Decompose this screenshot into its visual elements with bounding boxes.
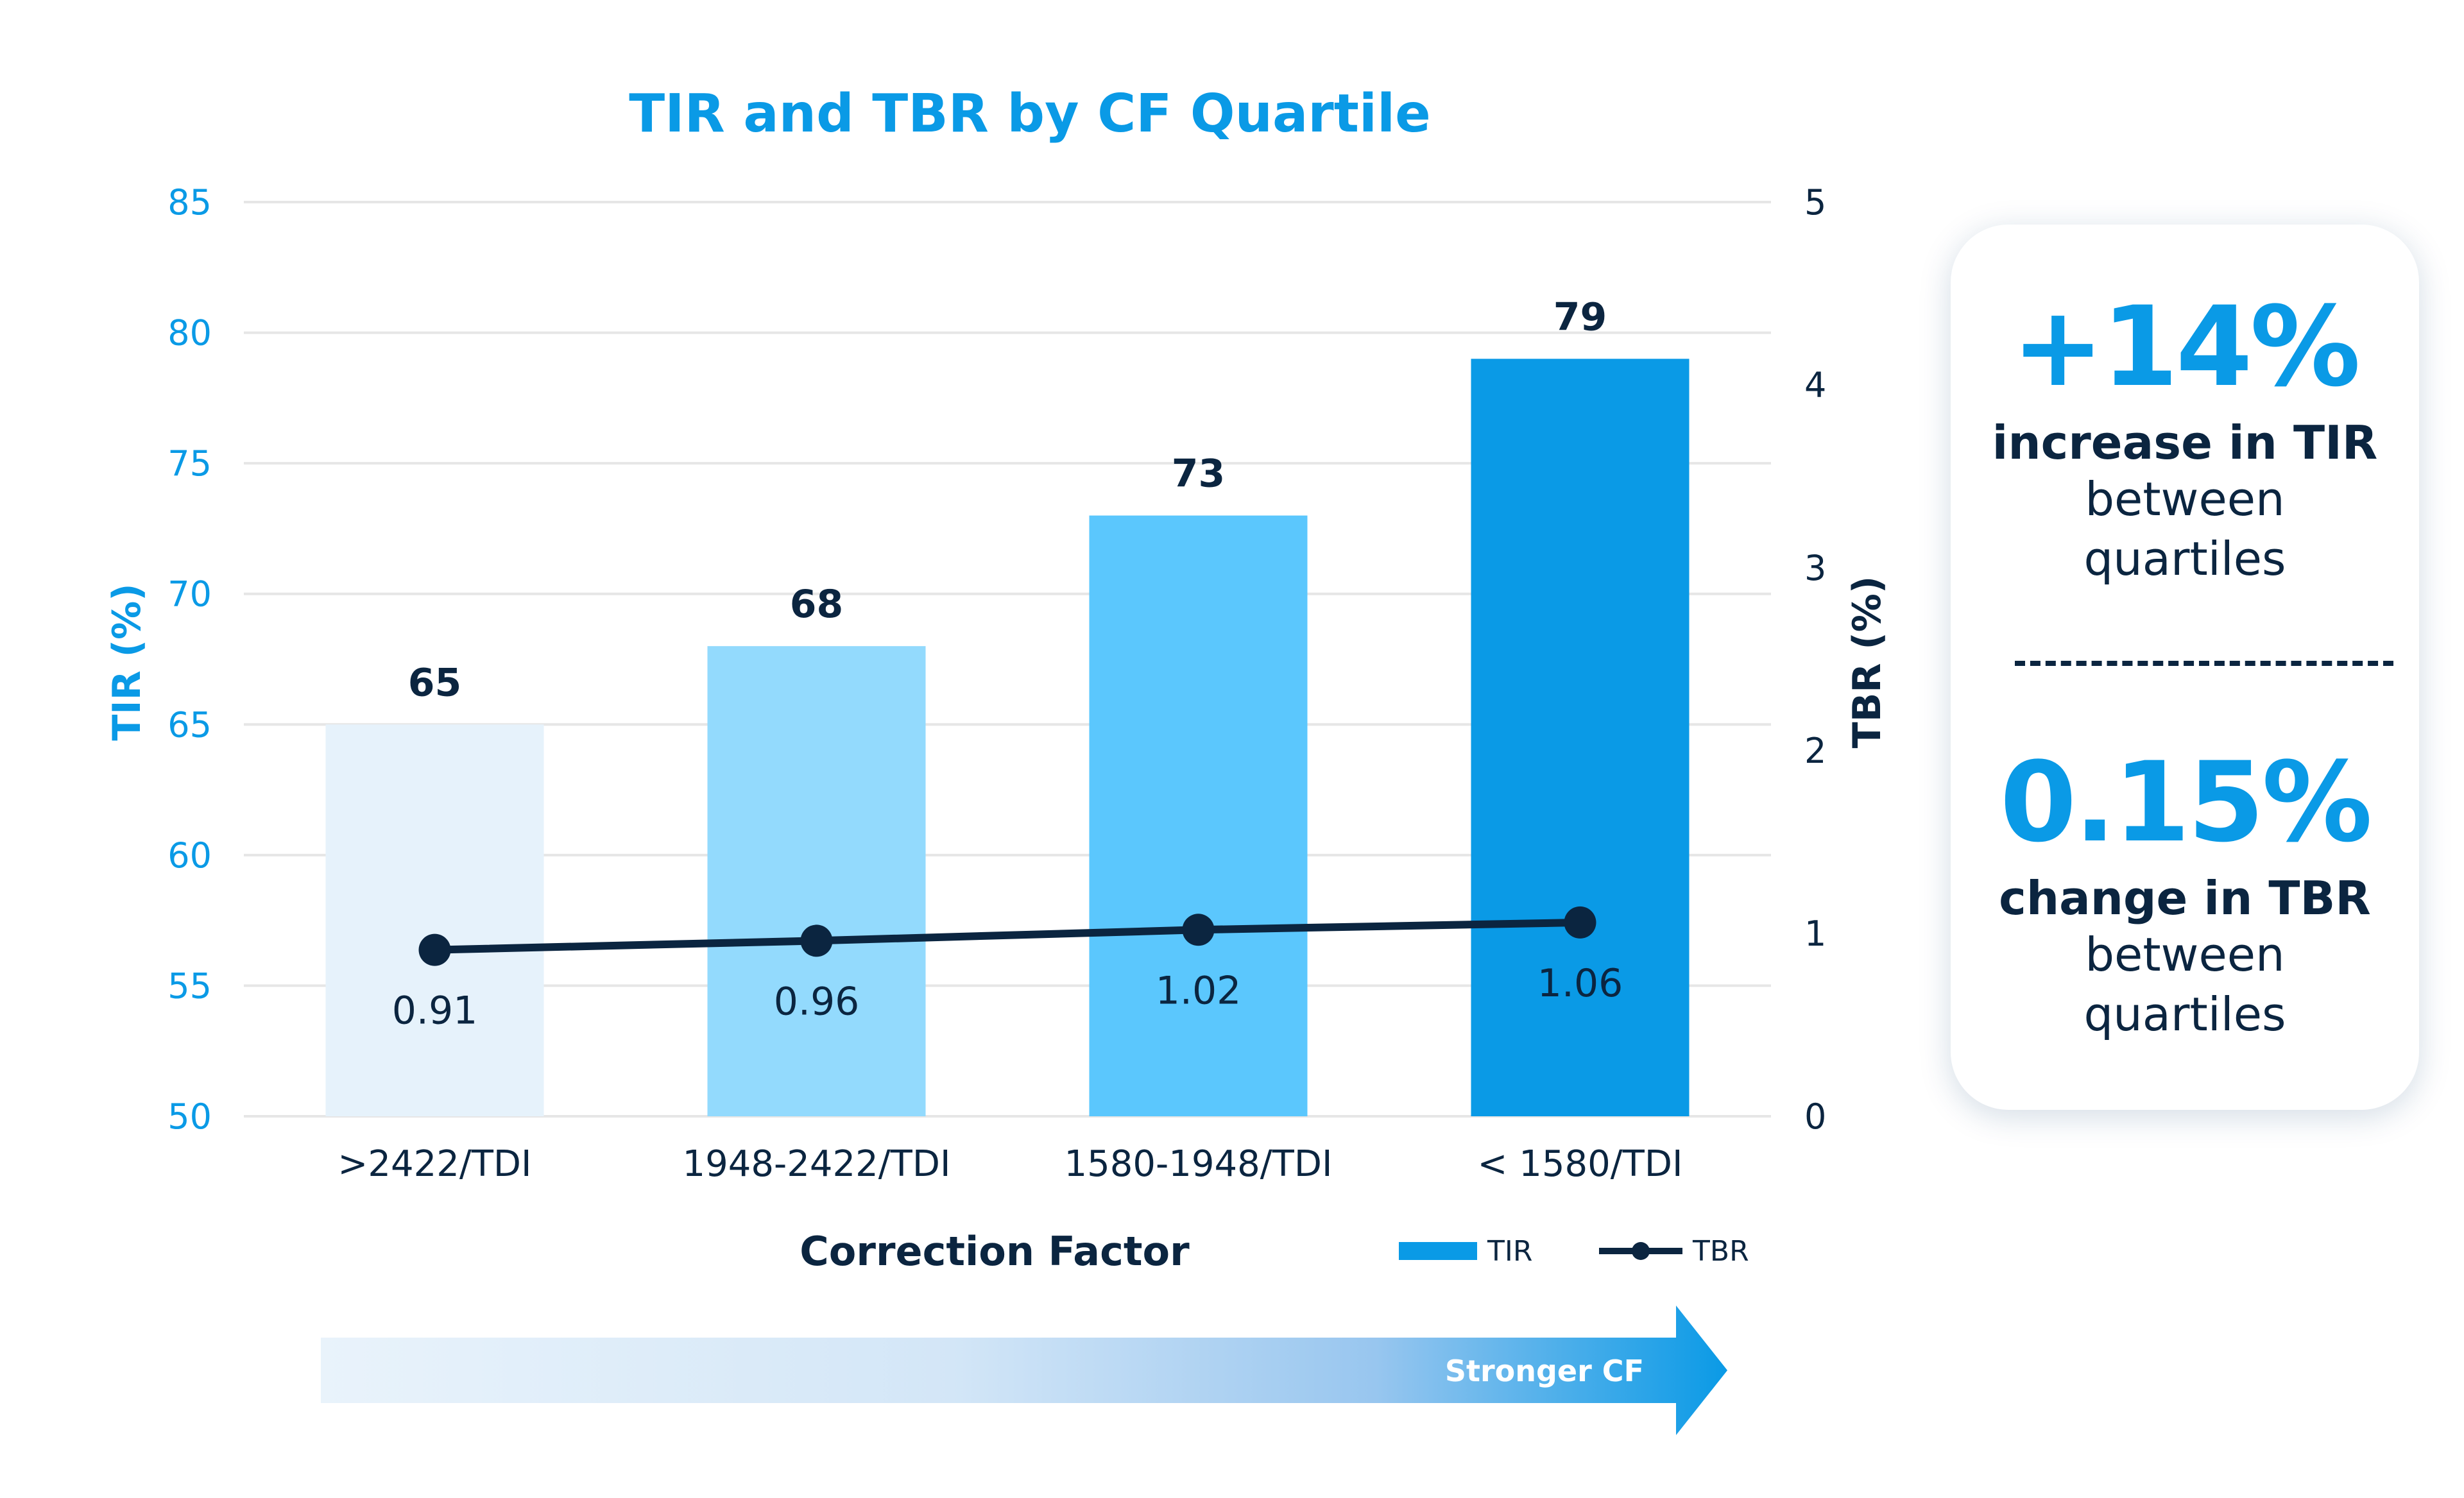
summary-card: +14% increase in TIR between quartiles 0… <box>1951 225 2419 1110</box>
category-labels: >2422/TDI 1948-2422/TDI 1580-1948/TDI < 158… <box>338 1143 1682 1185</box>
right-tick-label: 3 <box>1804 548 1826 588</box>
tir-bar-value: 65 <box>408 660 462 705</box>
left-tick-label: 60 <box>167 835 212 876</box>
tir-value-labels: 65 68 73 79 <box>408 294 1607 705</box>
legend-tir-swatch <box>1399 1242 1477 1260</box>
left-axis-title: TIR (%) <box>105 583 150 740</box>
x-axis-title: Correction Factor <box>800 1228 1190 1275</box>
tir-change-sub-2: quartiles <box>2083 532 2286 586</box>
tbr-change-label: change in TBR <box>1999 871 2371 925</box>
category-label: >2422/TDI <box>338 1143 531 1185</box>
tbr-point-value: 1.02 <box>1156 968 1242 1013</box>
arrow-label: Stronger CF <box>1445 1354 1644 1388</box>
tbr-change-sub-1: between <box>2085 927 2285 982</box>
tir-bar-value: 73 <box>1172 452 1226 497</box>
tbr-value-labels: 0.91 0.96 1.02 1.06 <box>392 961 1623 1034</box>
tir-bar <box>1089 515 1308 1116</box>
tir-bar-value: 79 <box>1553 294 1607 339</box>
left-tick-label: 70 <box>167 574 212 615</box>
tbr-summary: 0.15% change in TBR between quartiles <box>1951 747 2419 1045</box>
summary-divider <box>2015 661 2393 666</box>
right-tick-label: 5 <box>1804 182 1826 223</box>
tir-change-label: increase in TIR <box>1992 416 2378 470</box>
chart-title: TIR and TBR by CF Quartile <box>629 83 1431 144</box>
arrow-shape <box>321 1306 1727 1435</box>
legend-tbr-label: TBR <box>1692 1235 1749 1268</box>
tbr-point <box>800 924 833 957</box>
left-tick-label: 75 <box>167 443 212 484</box>
left-tick-label: 80 <box>167 313 212 353</box>
tbr-point-value: 1.06 <box>1537 961 1623 1006</box>
tbr-line-path <box>434 918 1580 954</box>
right-tick-label: 4 <box>1804 365 1826 405</box>
right-tick-label: 1 <box>1804 914 1826 954</box>
category-label: 1948-2422/TDI <box>683 1143 951 1185</box>
tir-bar-value: 68 <box>790 582 844 627</box>
tir-bars <box>325 359 1690 1117</box>
legend: TIR TBR <box>1399 1235 1749 1268</box>
category-label: < 1580/TDI <box>1478 1143 1683 1185</box>
left-tick-label: 55 <box>167 966 212 1006</box>
tir-change-value: +14% <box>2012 282 2361 411</box>
tbr-change-value: 0.15% <box>1999 738 2373 867</box>
legend-tbr-marker <box>1632 1242 1650 1260</box>
tbr-point-value: 0.91 <box>392 989 478 1034</box>
left-tick-label: 65 <box>167 704 212 745</box>
tbr-change-sub-2: quartiles <box>2083 987 2286 1042</box>
tbr-point <box>1564 906 1596 939</box>
right-tick-label: 2 <box>1804 731 1826 771</box>
tir-change-sub-1: between <box>2085 472 2285 526</box>
left-tick-label: 50 <box>167 1096 212 1137</box>
tbr-point <box>418 933 451 966</box>
right-axis-title: TBR (%) <box>1845 576 1890 749</box>
tir-bar <box>707 646 926 1116</box>
legend-tir-label: TIR <box>1487 1235 1532 1268</box>
tbr-line <box>418 906 1596 966</box>
direction-arrow: Stronger CF <box>321 1306 1727 1435</box>
right-axis-ticks: 0 1 2 3 4 5 <box>1804 182 1826 1137</box>
left-axis-ticks: 50 55 60 65 70 75 80 85 <box>167 182 212 1137</box>
tir-bar <box>1471 359 1690 1117</box>
tbr-point-value: 0.96 <box>774 979 860 1024</box>
category-label: 1580-1948/TDI <box>1065 1143 1333 1185</box>
tir-summary: +14% increase in TIR between quartiles <box>1951 292 2419 590</box>
right-tick-label: 0 <box>1804 1096 1826 1137</box>
left-tick-label: 85 <box>167 182 212 223</box>
tbr-point <box>1182 914 1215 946</box>
tir-bar <box>325 724 544 1116</box>
